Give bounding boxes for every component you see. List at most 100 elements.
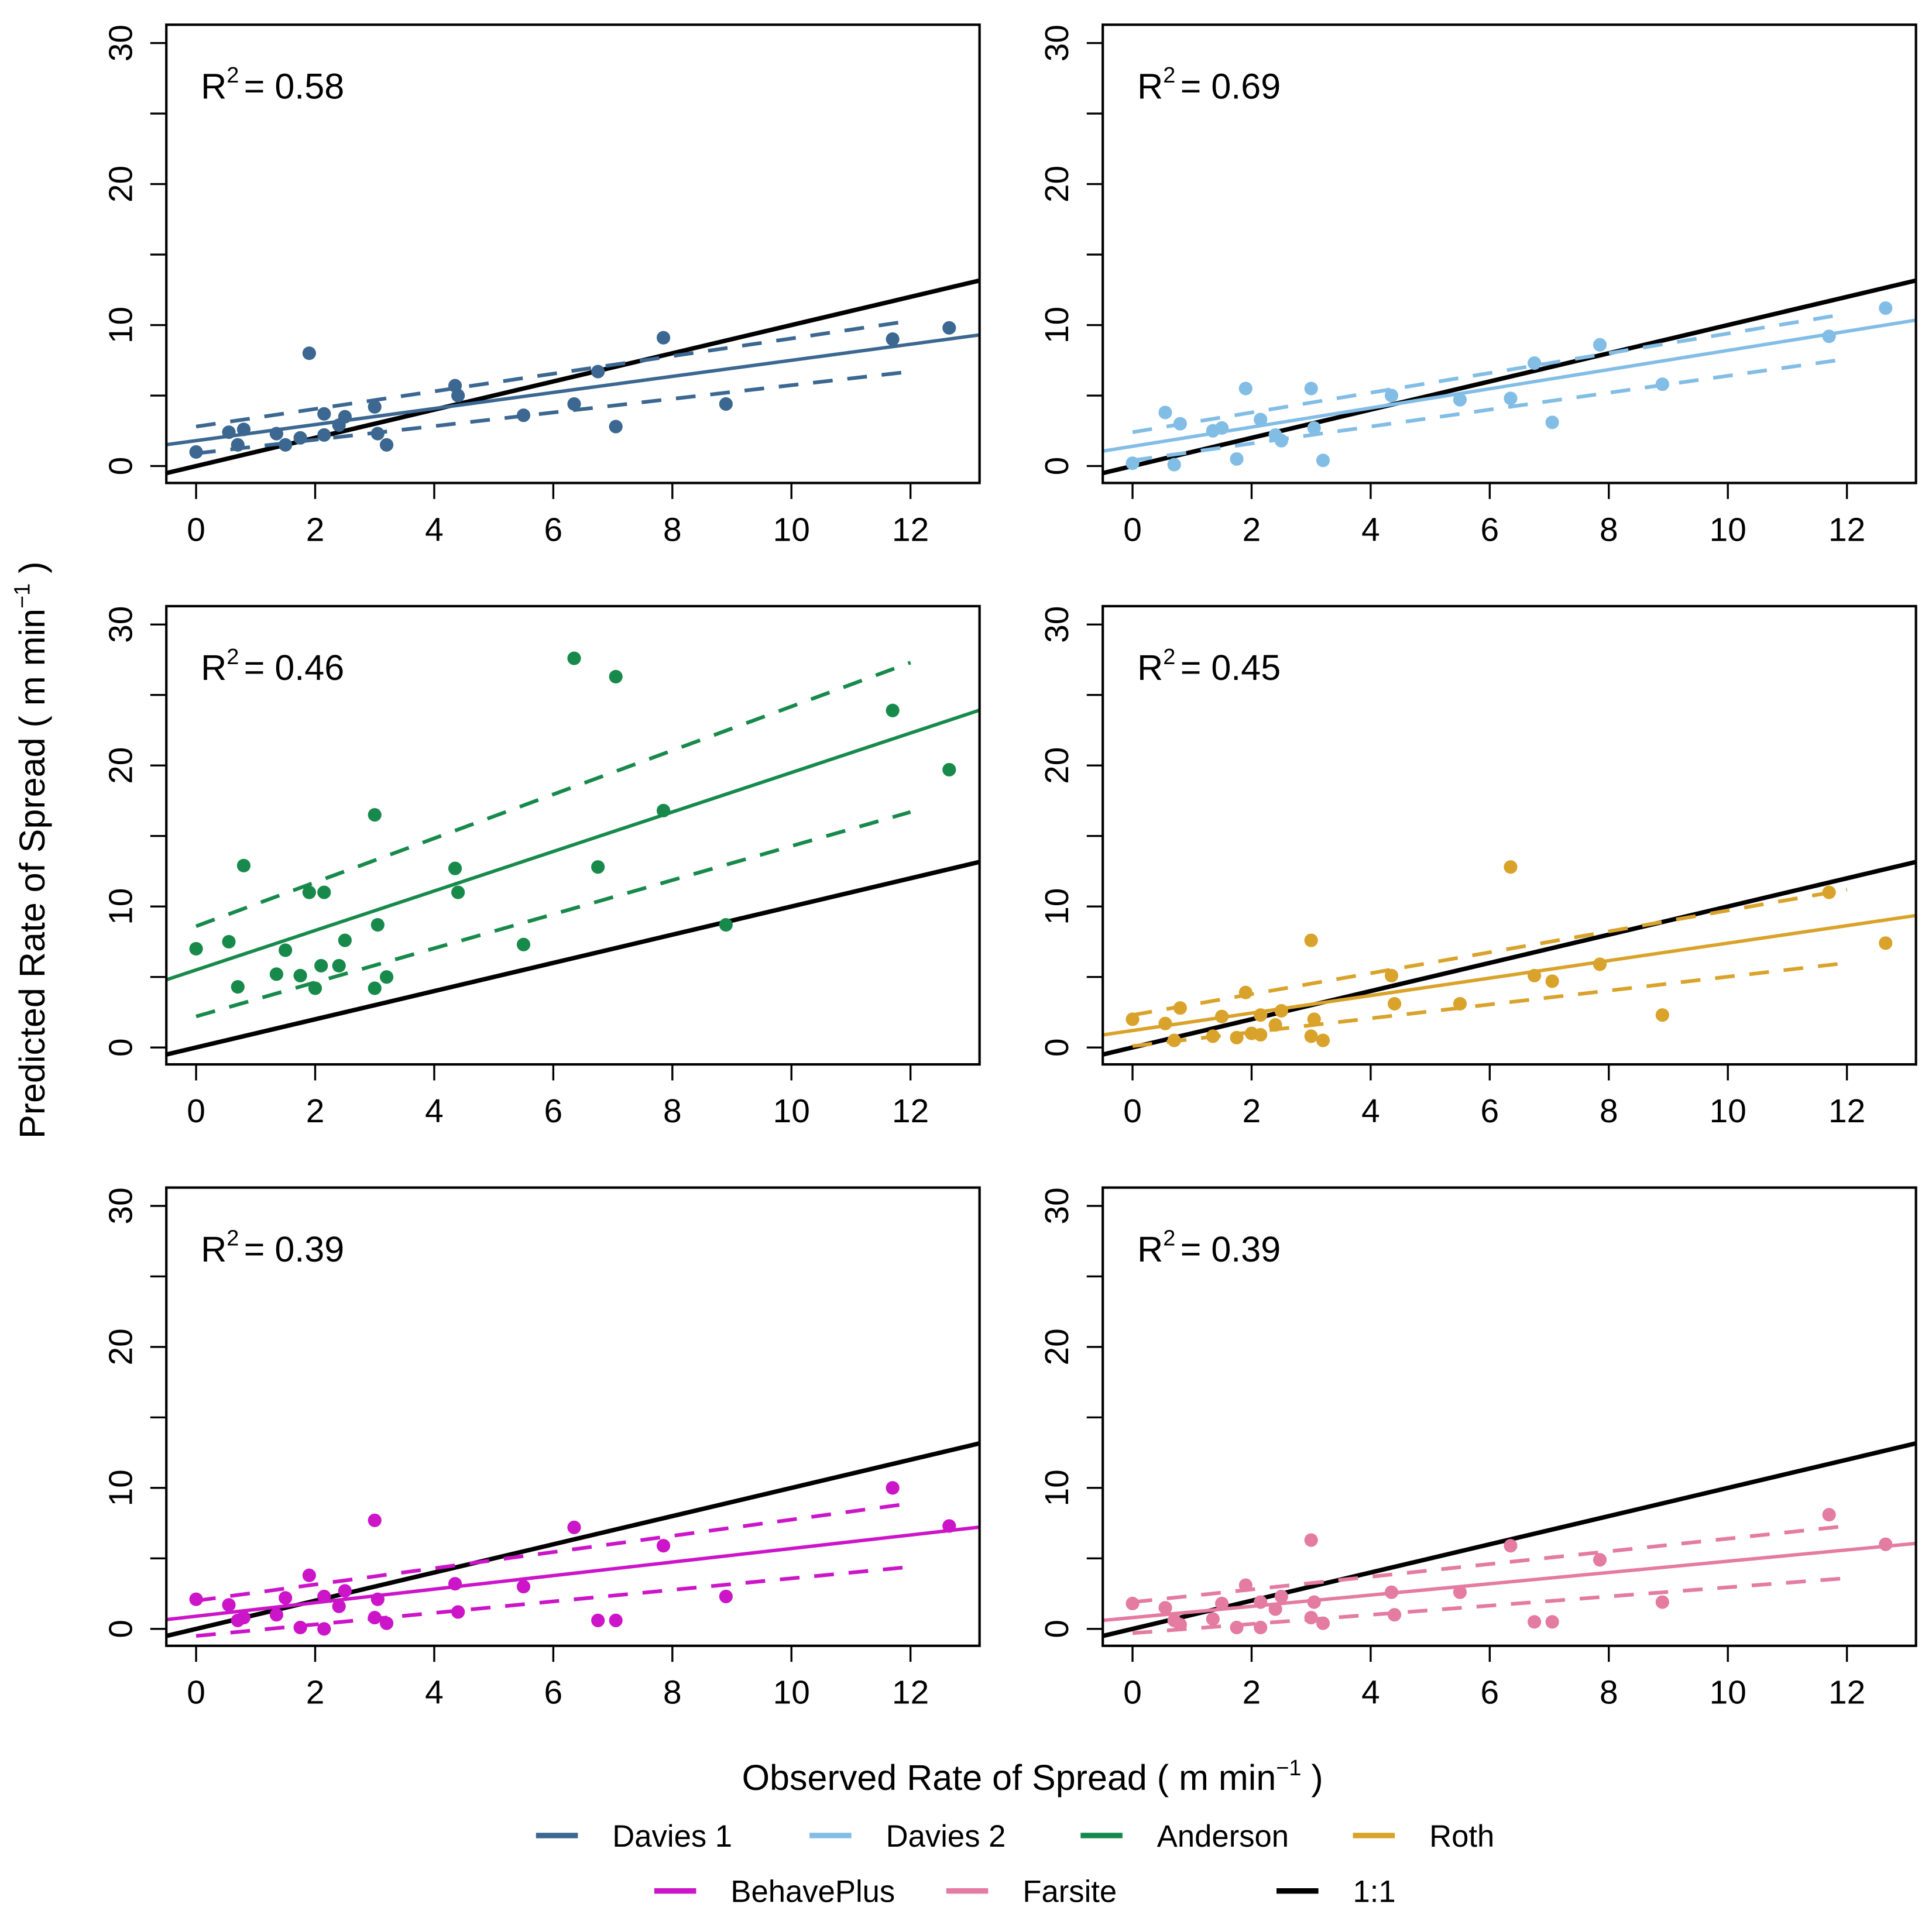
data-point (1254, 1008, 1268, 1022)
data-point (317, 407, 331, 421)
r-squared-value: = 0.39 (1181, 1229, 1281, 1269)
x-tick-label: 2 (1243, 1675, 1261, 1712)
one-to-one-line (1103, 278, 1916, 476)
x-tick-label: 8 (1600, 1675, 1618, 1712)
data-point (1274, 434, 1288, 448)
x-tick-label: 2 (306, 1093, 325, 1130)
data-point (591, 860, 605, 874)
y-tick-label: 0 (1039, 457, 1076, 476)
data-point (269, 427, 283, 441)
y-tick-label: 0 (102, 1620, 139, 1638)
r-symbol: R (201, 648, 227, 688)
data-point (236, 858, 251, 872)
x-tick-label: 12 (1828, 1093, 1865, 1130)
y-tick-label: 10 (1039, 1469, 1076, 1506)
y-tick-label: 10 (102, 1469, 139, 1506)
data-point (1230, 452, 1244, 466)
data-point (719, 397, 733, 411)
data-point (1238, 985, 1252, 999)
data-point (886, 1481, 900, 1495)
data-point (1215, 421, 1229, 435)
data-point (1879, 301, 1893, 315)
plot-area (166, 1441, 980, 1638)
data-point (293, 431, 307, 445)
data-point (1304, 382, 1318, 396)
data-point (222, 425, 236, 439)
data-point (279, 943, 293, 957)
data-point (1173, 1618, 1187, 1632)
ci-upper-line (195, 661, 911, 928)
x-tick-label: 4 (425, 1093, 444, 1130)
data-point (293, 1620, 307, 1634)
ci-lower-line (195, 369, 911, 455)
x-tick-label: 2 (306, 1675, 325, 1712)
data-point (1307, 1012, 1321, 1026)
data-point (1655, 1008, 1669, 1022)
data-point (370, 427, 385, 441)
data-point (1304, 1533, 1318, 1547)
y-tick-label: 20 (102, 166, 139, 202)
data-point (609, 1613, 623, 1627)
data-point (222, 934, 236, 949)
y-axis-title: Predicted Rate of Spread ( m min−1 ) (11, 562, 52, 1139)
data-point (1238, 1578, 1252, 1592)
data-point (451, 389, 465, 403)
y-tick-label: 20 (1039, 166, 1076, 202)
legend-item-1-1: 1:1 (1276, 1875, 1396, 1909)
x-tick-label: 0 (1123, 1675, 1142, 1712)
data-point (1655, 1595, 1669, 1609)
y-tick-label: 20 (1039, 747, 1076, 784)
x-tick-label: 10 (1710, 1093, 1746, 1130)
legend-label: Anderson (1157, 1819, 1289, 1854)
data-point (302, 885, 316, 899)
x-tick-label: 6 (1481, 1675, 1499, 1712)
data-point (379, 970, 394, 984)
y-tick-label: 30 (102, 25, 139, 61)
data-point (1206, 1612, 1220, 1626)
data-point (886, 332, 900, 346)
data-point (1254, 1595, 1268, 1609)
data-point (379, 1616, 394, 1630)
x-tick-label: 0 (1123, 511, 1142, 548)
data-point (1822, 885, 1836, 899)
x-tick-label: 0 (1123, 1093, 1142, 1130)
data-point (302, 346, 316, 360)
x-tick-label: 2 (306, 511, 325, 548)
x-tick-label: 8 (1600, 511, 1618, 548)
data-point (516, 937, 531, 951)
y-tick-label: 0 (102, 457, 139, 476)
data-point (1304, 1029, 1318, 1043)
x-tick-label: 10 (773, 1093, 810, 1130)
legend: Davies 1 Davies 2 Anderson Roth BehavePlus Fa… (536, 1819, 1494, 1909)
data-point (1545, 415, 1559, 429)
data-point (567, 1520, 581, 1534)
legend-label: Roth (1429, 1819, 1494, 1854)
panel-frame (1101, 1186, 1917, 1647)
data-point (317, 885, 331, 899)
legend-item-anderson: Anderson (1080, 1819, 1289, 1854)
y-tick-label: 30 (1039, 1187, 1076, 1224)
data-point (656, 1539, 671, 1553)
x-tick-label: 4 (1361, 511, 1380, 548)
ci-lower-line (195, 810, 911, 1019)
data-point (1388, 996, 1402, 1011)
x-tick-label: 0 (187, 1675, 205, 1712)
r-superscript: 2 (1163, 63, 1175, 88)
legend-label: BehavePlus (730, 1875, 895, 1909)
data-point (1167, 458, 1181, 472)
y-tick-label: 20 (102, 1328, 139, 1365)
x-tick-label: 8 (663, 511, 682, 548)
data-point (1316, 1616, 1330, 1630)
x-tick-label: 10 (1710, 1675, 1746, 1712)
data-point (368, 1610, 382, 1625)
fit-line (166, 1525, 980, 1621)
r-symbol: R (201, 67, 227, 106)
data-point (1167, 1033, 1181, 1047)
data-point (1822, 1508, 1836, 1522)
r-squared-label: R2 = 0.45 (1137, 645, 1281, 688)
data-point (1173, 1001, 1187, 1015)
data-point (942, 1519, 956, 1533)
data-point (338, 410, 352, 424)
